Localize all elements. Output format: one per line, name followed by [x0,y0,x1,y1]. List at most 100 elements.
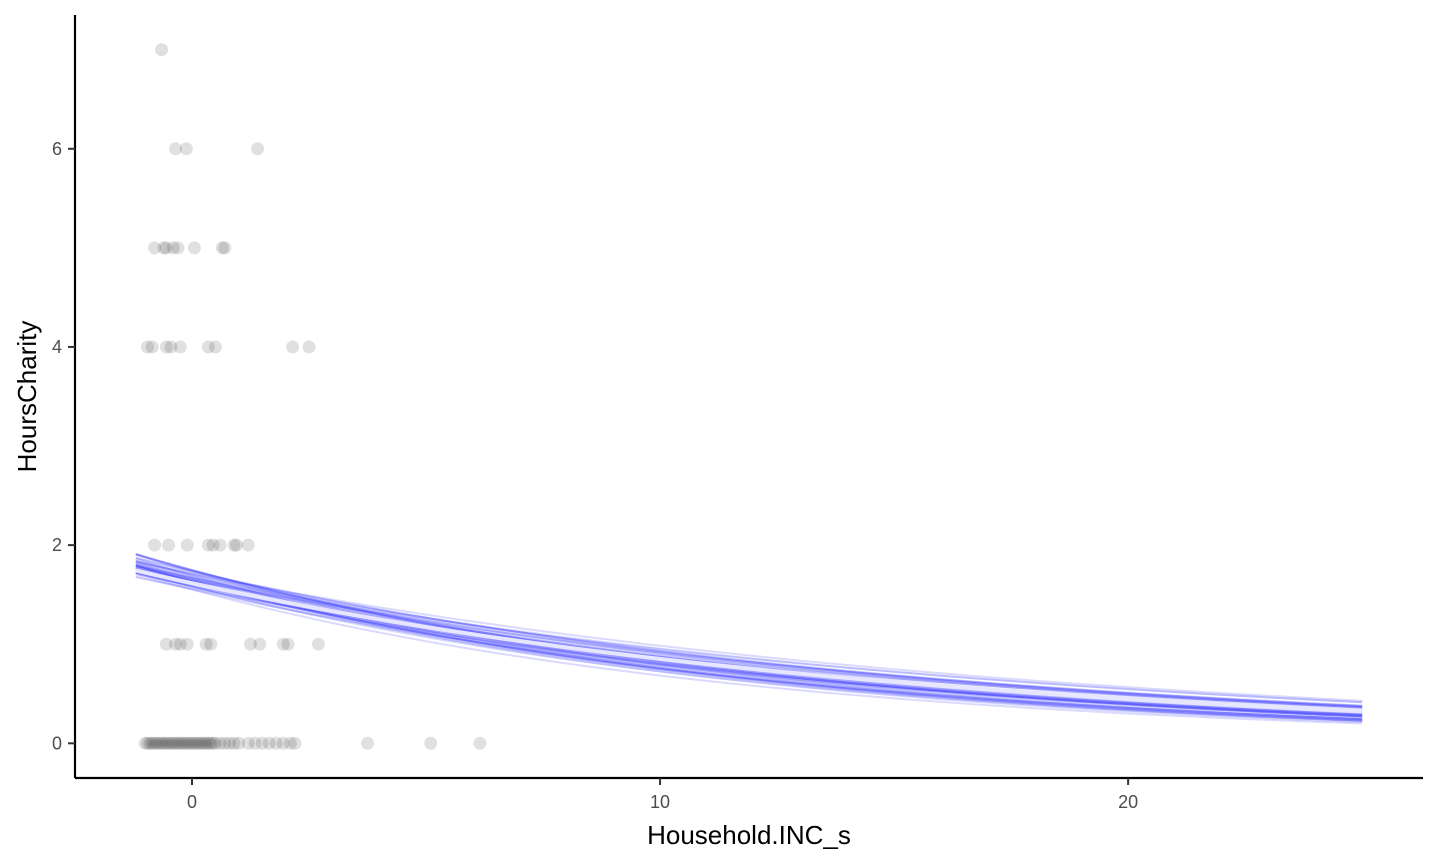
fit-curve [135,571,1363,721]
data-point [208,340,222,354]
y-tick-label: 6 [52,139,62,159]
data-point [162,736,176,750]
data-point [155,736,169,750]
y-tick-label: 2 [52,535,62,555]
data-point [179,142,193,156]
fit-curve [135,570,1363,722]
fit-curve [135,564,1363,721]
data-point [227,736,241,750]
data-point [171,241,185,255]
fit-curve [135,571,1363,716]
fit-curve [135,567,1363,707]
data-point [253,637,267,651]
data-point [223,736,236,750]
fit-curve [135,572,1363,716]
mean-fit-curve [135,568,1363,713]
data-point [169,142,183,156]
data-point [148,538,162,552]
data-point [197,736,211,750]
data-point [187,736,201,750]
data-point [159,241,173,255]
data-point [190,736,204,750]
data-point [218,736,232,750]
x-axis-title: Household.INC_s [647,820,851,850]
data-point [213,538,227,552]
fit-curve [135,559,1363,707]
data-point [164,340,178,354]
data-point [199,637,213,651]
mean-curve-layer [135,568,1363,713]
data-point [281,637,295,651]
fit-curve [135,567,1363,704]
fit-curve [135,567,1363,720]
data-point [145,736,159,750]
data-point [206,736,220,750]
data-point [173,340,187,354]
data-point [213,736,227,750]
fit-curve [135,561,1363,702]
data-point [169,637,183,651]
data-point [206,538,220,552]
data-point [283,736,297,750]
fit-curve [135,564,1363,722]
data-point [171,736,185,750]
data-point [166,241,180,255]
data-point [148,736,162,750]
data-point [311,637,325,651]
fit-curve [135,557,1363,709]
x-tick-label: 20 [1118,792,1138,812]
data-point [159,736,173,750]
fit-curve [135,575,1363,717]
data-point [141,340,154,354]
data-point [138,736,152,750]
data-point [155,43,169,57]
data-point [141,736,154,750]
data-point [157,241,171,255]
data-point [276,637,290,651]
data-point [148,241,162,255]
fit-curve [135,572,1363,725]
data-point [180,736,194,750]
fit-curve [135,561,1363,722]
data-point [145,340,159,354]
y-tick-label: 4 [52,337,62,357]
data-point [199,736,213,750]
data-point [166,736,180,750]
data-point [180,538,194,552]
fit-curve [135,567,1363,720]
data-point [204,637,218,651]
data-point [276,736,290,750]
data-point [192,736,206,750]
data-point [180,637,194,651]
data-point [183,736,197,750]
data-point [251,142,264,156]
data-point [164,736,178,750]
fit-curve [135,560,1363,710]
data-point [302,340,316,354]
fit-curve [135,565,1363,708]
data-point [218,241,232,255]
data-point [244,637,257,651]
data-point [157,736,171,750]
data-point [286,340,300,354]
x-tick-label: 10 [650,792,670,812]
fit-curve [135,553,1363,721]
data-point [248,736,262,750]
data-point [232,736,246,750]
data-point [201,538,215,552]
data-point [185,736,199,750]
data-point [201,736,215,750]
x-axis-ticks: 0 10 20 [187,778,1138,812]
data-point [150,736,164,750]
data-point [269,736,283,750]
fit-curve [135,552,1363,718]
data-point [201,340,215,354]
data-point [262,736,276,750]
data-point [178,736,192,750]
data-point [473,736,487,750]
data-point [288,736,302,750]
data-point [187,241,201,255]
data-point [143,736,157,750]
